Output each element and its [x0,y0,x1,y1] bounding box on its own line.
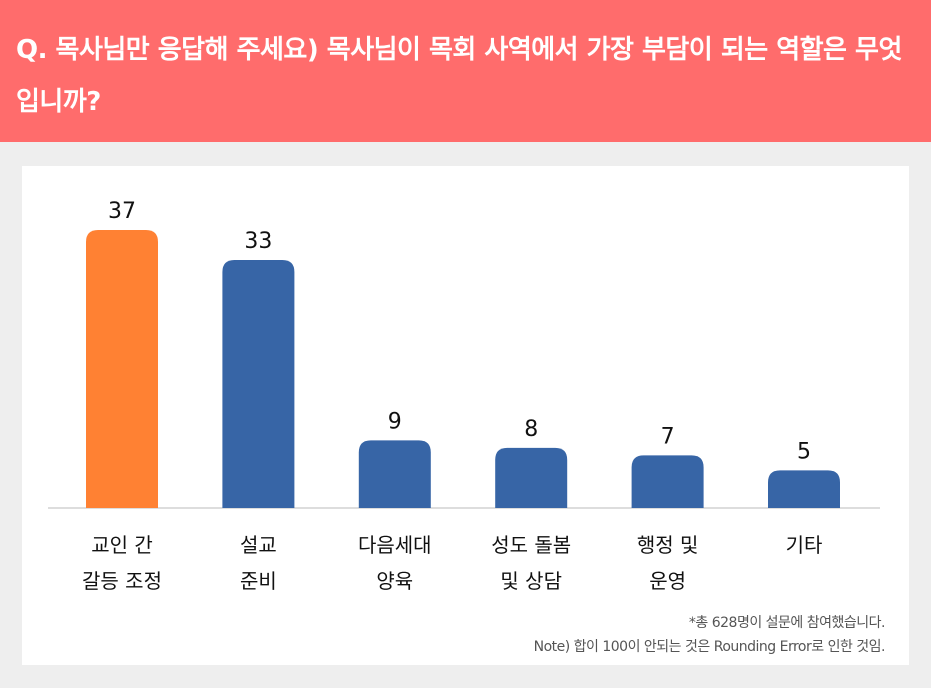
category-label: 성도 돌봄 [491,533,571,557]
bar [86,230,158,508]
category-label: 설교 [240,533,277,557]
bar [358,440,431,508]
data-label: 9 [388,409,402,434]
rounding-note: Note) 합이 100이 안되는 것은 Rounding Error로 인한 … [533,639,886,655]
sample-note: *총 628명이 설문에 참여했습니다. [688,615,886,631]
category-label: 양육 [376,569,413,593]
data-label: 8 [524,417,538,442]
question-title: Q. 목사님만 응답해 주세요) 목사님이 목회 사역에서 가장 부담이 되는 … [16,35,902,117]
category-label: 갈등 조정 [82,569,162,593]
data-label: 5 [797,439,811,464]
category-label: 운영 [649,569,686,593]
data-label: 37 [108,199,136,224]
category-label: 다음세대 [358,533,432,557]
bar [222,260,295,508]
data-label: 33 [244,229,272,254]
data-label: 7 [661,424,675,449]
category-label: 교인 간 [91,533,153,557]
bar [768,470,840,508]
bar [631,455,704,508]
category-label: 준비 [240,569,277,593]
bar [495,447,568,508]
category-label: 행정 및 [637,533,699,557]
question-header: Q. 목사님만 응답해 주세요) 목사님이 목회 사역에서 가장 부담이 되는 … [0,0,931,142]
category-label: 기타 [786,533,823,557]
category-label: 및 상담 [500,569,562,593]
chart-panel [22,166,909,665]
